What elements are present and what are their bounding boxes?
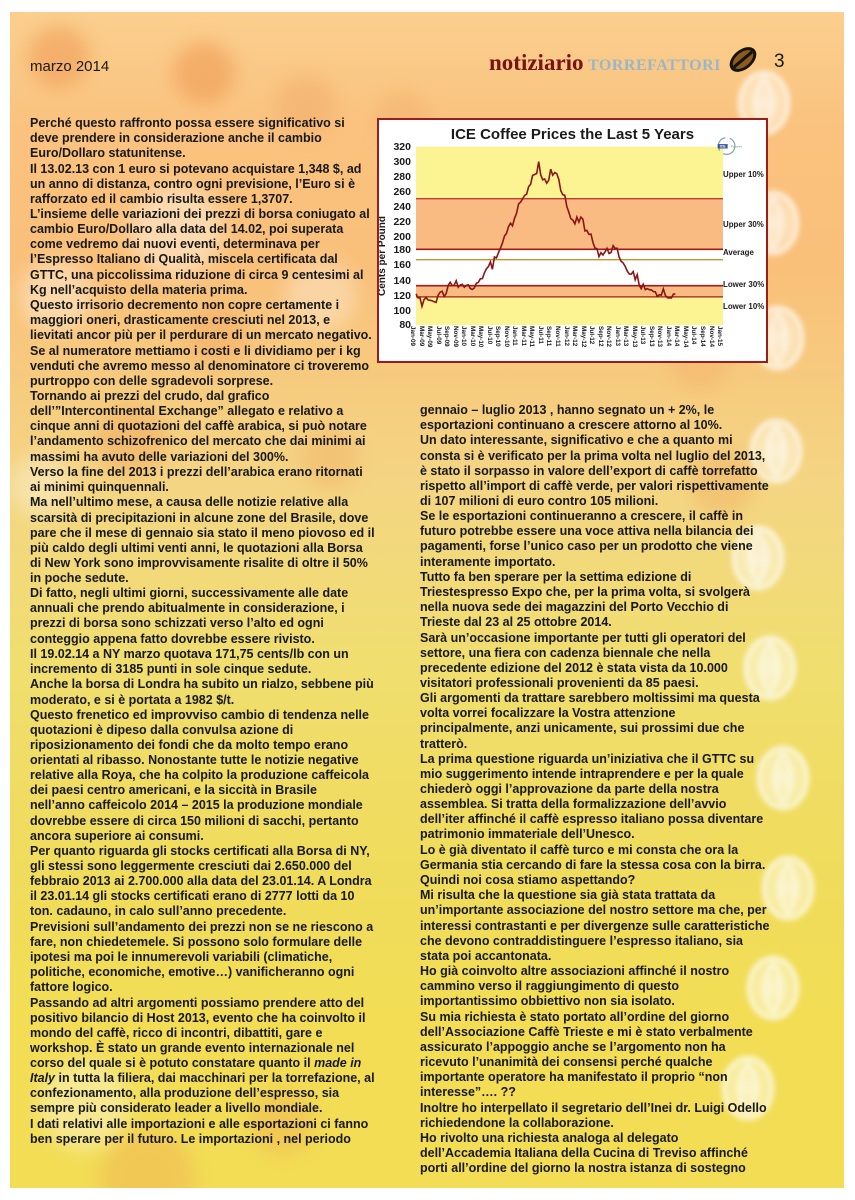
svg-text:Futures: Futures xyxy=(731,144,743,148)
svg-text:ICE: ICE xyxy=(720,144,727,148)
